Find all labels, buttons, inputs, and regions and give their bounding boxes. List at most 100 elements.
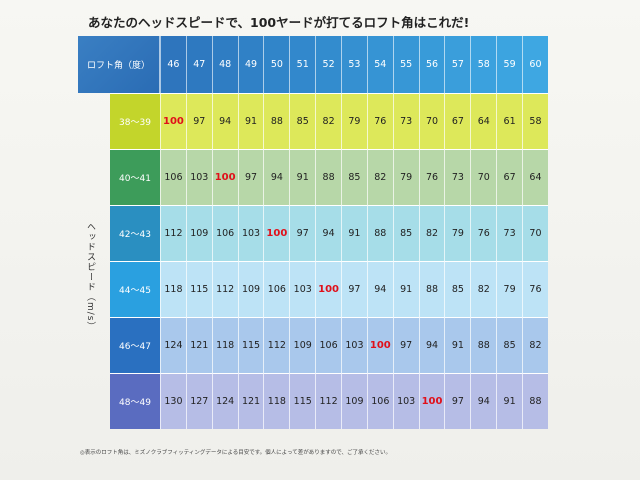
- distance-cell: 118: [211, 317, 238, 373]
- distance-cell: 118: [160, 261, 186, 317]
- distance-cell: 127: [185, 373, 212, 429]
- distance-cell: 130: [160, 373, 186, 429]
- distance-cell: 64: [470, 93, 497, 149]
- distance-cell: 94: [315, 205, 342, 261]
- distance-cell: 115: [237, 317, 264, 373]
- distance-cell: 97: [289, 205, 316, 261]
- distance-cell: 121: [185, 317, 212, 373]
- distance-cell: 85: [496, 317, 523, 373]
- distance-cell: 70: [418, 93, 445, 149]
- loft-header-cell: 53: [341, 36, 367, 93]
- distance-cell: 100: [160, 93, 186, 149]
- distance-cell: 88: [366, 205, 393, 261]
- distance-cell: 103: [392, 373, 419, 429]
- distance-cell: 124: [160, 317, 186, 373]
- distance-cell: 85: [444, 261, 471, 317]
- distance-cell: 112: [315, 373, 342, 429]
- distance-cell: 88: [263, 93, 290, 149]
- loft-header-cell: 57: [444, 36, 471, 93]
- distance-cell: 121: [237, 373, 264, 429]
- distance-cell: 109: [341, 373, 367, 429]
- loft-header-cell: 55: [392, 36, 419, 93]
- distance-cell: 115: [289, 373, 316, 429]
- distance-cell: 64: [522, 149, 548, 205]
- distance-cell: 109: [237, 261, 264, 317]
- distance-cell: 88: [418, 261, 445, 317]
- distance-cell: 109: [289, 317, 316, 373]
- distance-cell: 88: [522, 373, 548, 429]
- distance-cell: 70: [470, 149, 497, 205]
- loft-header-corner: ロフト角（度）: [78, 36, 160, 93]
- distance-cell: 76: [366, 93, 393, 149]
- distance-cell: 100: [315, 261, 342, 317]
- distance-cell: 88: [470, 317, 497, 373]
- head-speed-row-label: 46〜47: [110, 317, 160, 373]
- distance-cell: 67: [496, 149, 523, 205]
- loft-header-cell: 56: [418, 36, 445, 93]
- distance-cell: 85: [392, 205, 419, 261]
- distance-cell: 100: [211, 149, 238, 205]
- distance-cell: 97: [237, 149, 264, 205]
- distance-cell: 103: [185, 149, 212, 205]
- distance-cell: 61: [496, 93, 523, 149]
- loft-header-cell: 49: [237, 36, 264, 93]
- footnote: ◎表示のロフト角は、ミズノクラブフィッティングデータによる目安です。個人によって…: [80, 450, 391, 456]
- distance-cell: 88: [315, 149, 342, 205]
- distance-cell: 91: [289, 149, 316, 205]
- loft-header-cell: 50: [263, 36, 290, 93]
- distance-cell: 82: [366, 149, 393, 205]
- head-speed-axis-label: ヘッドスピード（m/s）: [85, 222, 95, 332]
- distance-cell: 97: [341, 261, 367, 317]
- distance-cell: 58: [522, 93, 548, 149]
- distance-cell: 76: [470, 205, 497, 261]
- loft-header-cell: 47: [185, 36, 212, 93]
- loft-header-cell: 59: [496, 36, 523, 93]
- distance-cell: 91: [237, 93, 264, 149]
- distance-cell: 97: [444, 373, 471, 429]
- distance-cell: 112: [211, 261, 238, 317]
- distance-cell: 94: [470, 373, 497, 429]
- distance-cell: 94: [263, 149, 290, 205]
- distance-cell: 91: [496, 373, 523, 429]
- distance-cell: 106: [315, 317, 342, 373]
- loft-header-cell: 46: [160, 36, 186, 93]
- distance-cell: 82: [522, 317, 548, 373]
- distance-cell: 76: [418, 149, 445, 205]
- distance-cell: 91: [392, 261, 419, 317]
- distance-cell: 103: [289, 261, 316, 317]
- distance-cell: 79: [392, 149, 419, 205]
- loft-header-cell: 48: [211, 36, 238, 93]
- distance-cell: 94: [211, 93, 238, 149]
- distance-cell: 103: [237, 205, 264, 261]
- loft-header-cell: 58: [470, 36, 497, 93]
- distance-cell: 79: [341, 93, 367, 149]
- head-speed-row-label: 38〜39: [110, 93, 160, 149]
- distance-cell: 106: [211, 205, 238, 261]
- page-title: あなたのヘッドスピードで、100ヤードが打てるロフト角はこれだ!: [88, 15, 470, 30]
- distance-cell: 115: [185, 261, 212, 317]
- distance-cell: 106: [263, 261, 290, 317]
- distance-cell: 82: [470, 261, 497, 317]
- distance-cell: 85: [341, 149, 367, 205]
- distance-cell: 109: [185, 205, 212, 261]
- distance-cell: 73: [496, 205, 523, 261]
- loft-header-cell: 54: [366, 36, 393, 93]
- distance-cell: 73: [392, 93, 419, 149]
- loft-header-cell: 60: [522, 36, 548, 93]
- distance-cell: 85: [289, 93, 316, 149]
- distance-cell: 73: [444, 149, 471, 205]
- distance-cell: 118: [263, 373, 290, 429]
- distance-cell: 70: [522, 205, 548, 261]
- head-speed-row-label: 42〜43: [110, 205, 160, 261]
- distance-cell: 94: [418, 317, 445, 373]
- head-speed-row-label: 44〜45: [110, 261, 160, 317]
- distance-cell: 112: [263, 317, 290, 373]
- distance-cell: 112: [160, 205, 186, 261]
- loft-header-cell: 51: [289, 36, 316, 93]
- distance-cell: 106: [366, 373, 393, 429]
- distance-cell: 100: [418, 373, 445, 429]
- distance-cell: 97: [185, 93, 212, 149]
- distance-cell: 103: [341, 317, 367, 373]
- distance-cell: 100: [263, 205, 290, 261]
- distance-cell: 97: [392, 317, 419, 373]
